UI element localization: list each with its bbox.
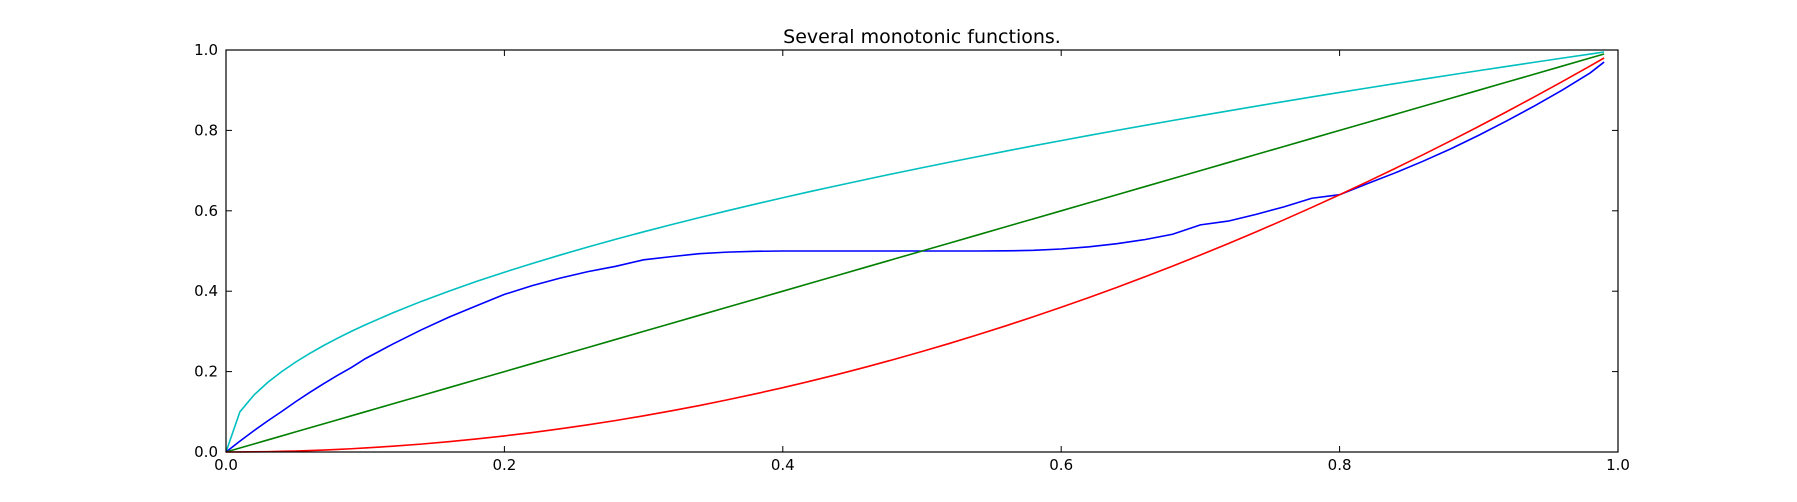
series-line-2: [225, 53, 1605, 453]
x-tick-label: 0.0: [214, 456, 238, 474]
chart-title: Several monotonic functions.: [783, 26, 1061, 48]
y-tick-label: 0.2: [194, 363, 218, 381]
plot-frame: [225, 49, 1619, 453]
x-tick-label: 0.8: [1328, 456, 1352, 474]
series-layer: [225, 51, 1605, 453]
series-line-1: [225, 61, 1605, 453]
series-line-0: [225, 51, 1605, 453]
series-line-3: [225, 57, 1605, 453]
y-tick-label: 0.8: [194, 121, 218, 139]
x-tick-label: 0.6: [1049, 456, 1073, 474]
x-tick-label: 0.2: [492, 456, 516, 474]
y-tick-label: 0.0: [194, 443, 218, 461]
x-tick-label: 1.0: [1606, 456, 1630, 474]
y-tick-label: 1.0: [194, 41, 218, 59]
y-tick-label: 0.4: [194, 282, 218, 300]
x-tick-label: 0.4: [771, 456, 795, 474]
ticks-layer: 0.0 0.2 0.4 0.6 0.8 1.0 0.0 0.2 0.4 0.6 0.8 1.0: [194, 41, 1630, 474]
y-tick-label: 0.6: [194, 202, 218, 220]
